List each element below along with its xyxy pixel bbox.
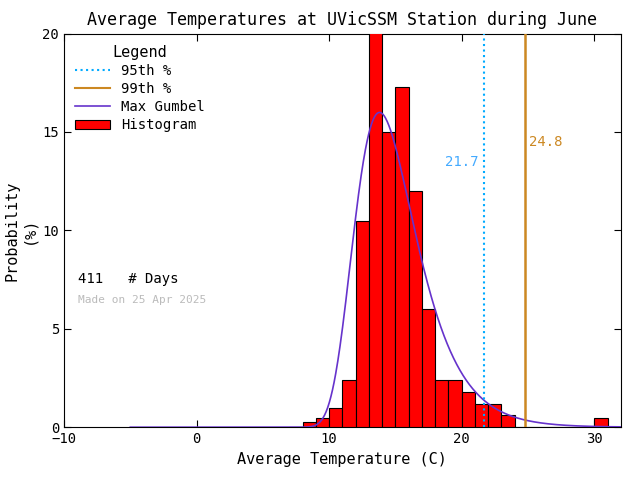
Text: 411   # Days: 411 # Days (78, 272, 179, 286)
Text: Made on 25 Apr 2025: Made on 25 Apr 2025 (78, 295, 206, 305)
Bar (595, 418, 607, 427)
Bar (461, 392, 475, 427)
Title: Average Temperatures at UVicSSM Station during June: Average Temperatures at UVicSSM Station … (88, 11, 597, 29)
Bar (316, 418, 329, 427)
Bar (449, 380, 461, 427)
Bar (475, 404, 488, 427)
Bar (409, 191, 422, 427)
Legend: 95th %, 99th %, Max Gumbel, Histogram: 95th %, 99th %, Max Gumbel, Histogram (71, 40, 209, 136)
X-axis label: Average Temperature (C): Average Temperature (C) (237, 452, 447, 467)
Bar (342, 380, 356, 427)
Bar (329, 408, 342, 427)
Bar (356, 220, 369, 427)
Bar (396, 87, 409, 427)
Bar (435, 380, 449, 427)
Y-axis label: Probability
(%): Probability (%) (4, 180, 37, 281)
Text: 21.7: 21.7 (445, 155, 479, 168)
Bar (488, 404, 502, 427)
Bar (382, 132, 396, 427)
Bar (422, 309, 435, 427)
Bar (303, 422, 316, 427)
Bar (502, 415, 515, 427)
Text: 24.8: 24.8 (529, 135, 563, 149)
Bar (369, 30, 382, 427)
